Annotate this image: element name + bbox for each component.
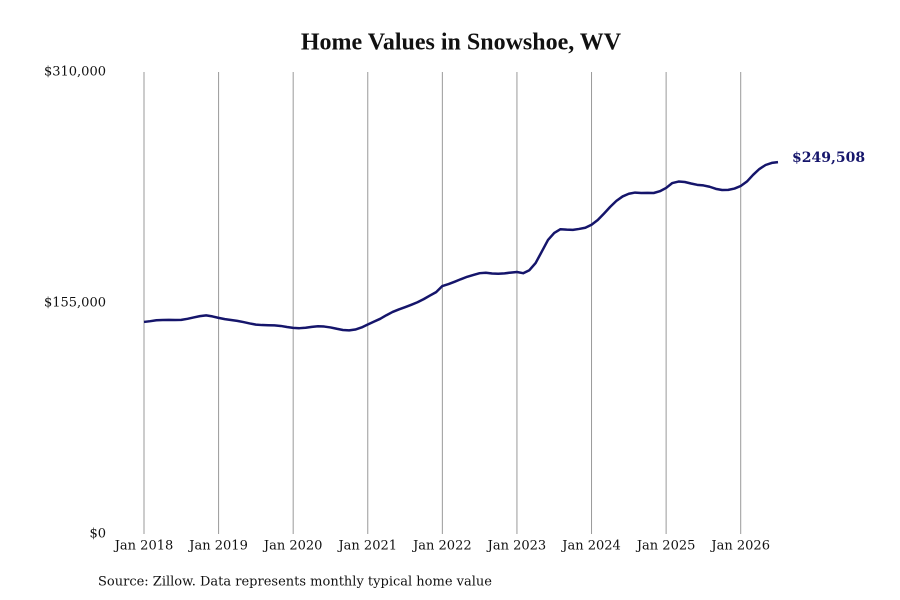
x-tick-label: Jan 2026	[709, 539, 770, 554]
y-tick-label: $0	[89, 527, 106, 542]
value-label: $249,508	[792, 150, 865, 166]
y-tick-label: $310,000	[44, 65, 106, 80]
x-tick-label: Jan 2020	[262, 539, 323, 554]
x-tick-label: Jan 2023	[486, 539, 547, 554]
y-tick-label: $155,000	[44, 296, 106, 311]
x-tick-label: Jan 2019	[187, 539, 248, 554]
x-tick-label: Jan 2018	[113, 539, 174, 554]
x-tick-label: Jan 2021	[336, 539, 397, 554]
source-note: Source: Zillow. Data represents monthly …	[98, 575, 492, 590]
data-line	[143, 160, 779, 332]
chart-title: Home Values in Snowshoe, WV	[301, 30, 622, 56]
x-tick-label: Jan 2024	[560, 539, 621, 554]
x-tick-label: Jan 2025	[635, 539, 696, 554]
x-tick-label: Jan 2022	[411, 539, 472, 554]
